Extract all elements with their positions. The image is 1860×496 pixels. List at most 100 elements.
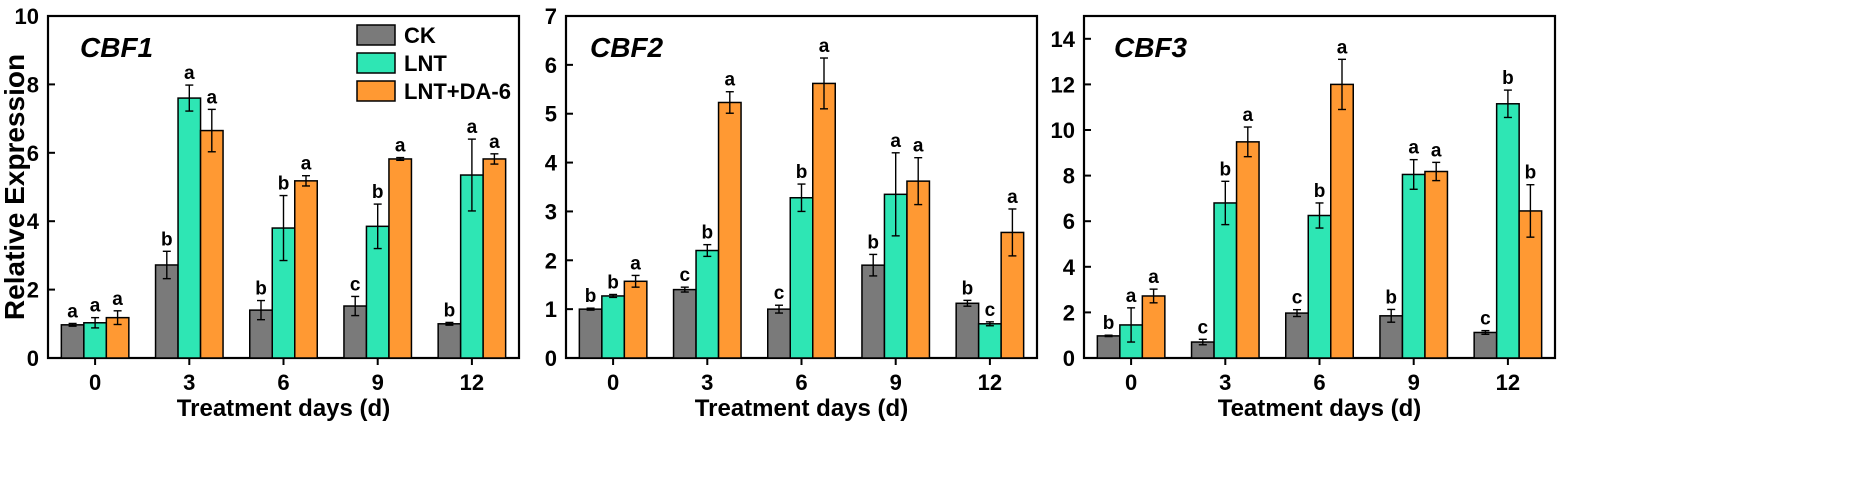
x-tick-label: 9 bbox=[890, 370, 902, 395]
y-tick-label: 10 bbox=[1051, 118, 1075, 143]
significance-label: a bbox=[67, 301, 78, 322]
significance-label: a bbox=[1431, 140, 1442, 161]
bar bbox=[60, 324, 85, 359]
y-tick-label: 8 bbox=[27, 72, 39, 97]
significance-label: a bbox=[1408, 138, 1419, 159]
significance-label: a bbox=[1126, 286, 1137, 307]
bar bbox=[1307, 214, 1332, 359]
bar bbox=[177, 97, 202, 359]
significance-label: a bbox=[467, 117, 478, 138]
y-axis-title: Relative Expression bbox=[0, 54, 30, 320]
legend-swatch bbox=[356, 24, 396, 46]
x-tick-label: 9 bbox=[372, 370, 384, 395]
significance-label: a bbox=[1337, 37, 1348, 58]
bar bbox=[789, 196, 814, 359]
legend-label: LNT bbox=[404, 51, 447, 76]
significance-label: a bbox=[90, 296, 101, 317]
bar bbox=[717, 101, 742, 359]
y-tick-label: 4 bbox=[545, 151, 558, 176]
significance-label: a bbox=[890, 131, 901, 152]
bar bbox=[578, 308, 603, 359]
bar bbox=[601, 295, 626, 359]
significance-label: c bbox=[774, 283, 785, 304]
bar bbox=[482, 158, 507, 359]
legend-label: LNT+DA-6 bbox=[404, 79, 511, 104]
significance-label: c bbox=[1480, 309, 1491, 330]
significance-label: a bbox=[630, 253, 641, 274]
bar bbox=[955, 302, 980, 359]
significance-label: b bbox=[1219, 159, 1231, 180]
x-tick-label: 0 bbox=[607, 370, 619, 395]
significance-label: a bbox=[184, 63, 195, 84]
bar bbox=[294, 180, 318, 359]
bar bbox=[1213, 202, 1238, 359]
y-tick-label: 14 bbox=[1051, 27, 1076, 52]
x-tick-label: 6 bbox=[1313, 370, 1325, 395]
x-tick-label: 12 bbox=[460, 370, 484, 395]
panel-title: CBF2 bbox=[590, 32, 664, 63]
x-axis-title: Treatment days (d) bbox=[177, 395, 390, 422]
significance-label: a bbox=[1007, 187, 1018, 208]
significance-label: b bbox=[701, 223, 713, 244]
significance-label: b bbox=[444, 300, 456, 321]
y-tick-label: 0 bbox=[1063, 346, 1075, 371]
bar bbox=[861, 264, 886, 359]
bar bbox=[437, 323, 462, 359]
significance-label: c bbox=[985, 300, 996, 321]
x-tick-label: 3 bbox=[183, 370, 195, 395]
significance-label: b bbox=[867, 232, 879, 253]
bar bbox=[1141, 295, 1166, 359]
y-tick-label: 5 bbox=[545, 102, 557, 127]
y-tick-label: 12 bbox=[1051, 72, 1075, 97]
bar bbox=[767, 308, 791, 359]
x-axis-title: Teatment days (d) bbox=[1218, 395, 1422, 422]
x-tick-label: 9 bbox=[1408, 370, 1420, 395]
legend-label: CK bbox=[404, 23, 436, 48]
y-tick-label: 2 bbox=[1063, 300, 1075, 325]
panel-title: CBF1 bbox=[80, 32, 153, 63]
x-tick-label: 0 bbox=[89, 370, 101, 395]
y-tick-label: 0 bbox=[27, 346, 39, 371]
y-tick-label: 4 bbox=[27, 209, 40, 234]
bar bbox=[906, 180, 931, 359]
y-tick-label: 0 bbox=[545, 346, 557, 371]
y-tick-label: 7 bbox=[545, 4, 557, 29]
legend-swatch bbox=[356, 52, 396, 74]
y-tick-label: 6 bbox=[545, 53, 557, 78]
y-tick-label: 1 bbox=[545, 297, 557, 322]
y-tick-label: 10 bbox=[15, 4, 39, 29]
significance-label: a bbox=[1243, 105, 1254, 126]
x-tick-label: 3 bbox=[701, 370, 713, 395]
significance-label: b bbox=[1385, 287, 1397, 308]
bar bbox=[1495, 103, 1520, 359]
bar bbox=[388, 158, 413, 359]
significance-label: a bbox=[913, 136, 924, 157]
bar bbox=[672, 288, 697, 359]
bar bbox=[1473, 331, 1498, 359]
significance-label: b bbox=[796, 162, 808, 183]
x-tick-label: 6 bbox=[795, 370, 807, 395]
y-tick-label: 6 bbox=[1063, 209, 1075, 234]
y-tick-label: 2 bbox=[27, 278, 39, 303]
legend: CK LNT LNT+DA-6 bbox=[356, 23, 511, 104]
significance-label: c bbox=[1292, 288, 1303, 309]
bar bbox=[812, 82, 836, 359]
legend-swatch bbox=[356, 80, 396, 102]
significance-label: a bbox=[112, 289, 123, 310]
x-axis-title: Treatment days (d) bbox=[695, 395, 908, 422]
significance-label: b bbox=[585, 286, 597, 307]
x-tick-label: 3 bbox=[1219, 370, 1231, 395]
significance-label: c bbox=[680, 265, 691, 286]
significance-label: b bbox=[962, 278, 974, 299]
bar bbox=[199, 129, 224, 359]
bar bbox=[695, 249, 720, 359]
significance-label: b bbox=[372, 182, 384, 203]
significance-label: a bbox=[819, 36, 830, 57]
significance-label: b bbox=[607, 272, 619, 293]
significance-label: b bbox=[278, 174, 290, 195]
significance-label: a bbox=[207, 87, 218, 108]
significance-label: b bbox=[255, 279, 267, 300]
panel-title: CBF3 bbox=[1114, 32, 1188, 63]
x-tick-label: 12 bbox=[1496, 370, 1520, 395]
